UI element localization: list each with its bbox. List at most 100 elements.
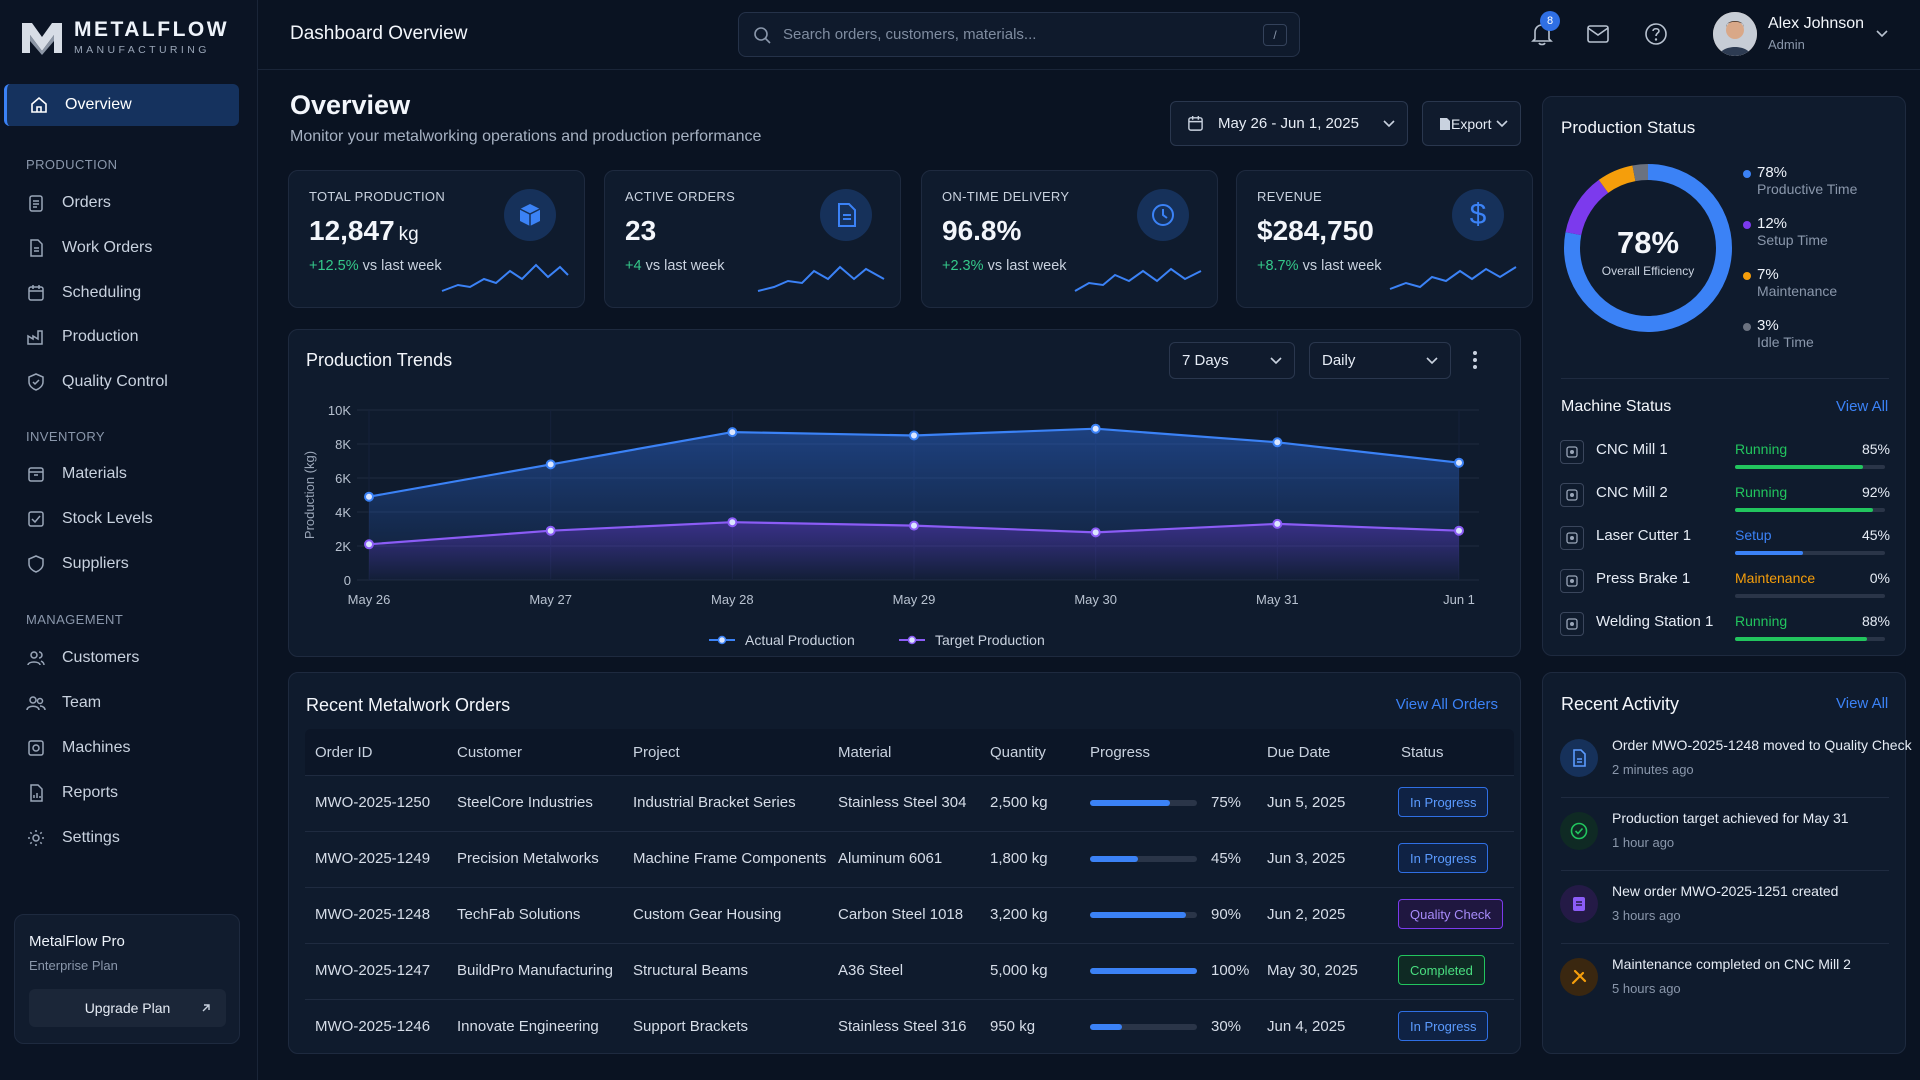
brand-logo[interactable]: METALFLOW MANUFACTURING [20, 18, 229, 56]
nav-section-production: PRODUCTION [26, 157, 118, 172]
help-icon[interactable] [1644, 22, 1668, 46]
kpi-card-revenue[interactable]: REVENUE $284,750 +8.7% vs last week $ [1236, 170, 1533, 308]
export-button[interactable]: Export [1422, 101, 1521, 146]
machine-row[interactable]: CNC Mill 1 Running 85% [1560, 432, 1890, 472]
kpi-change: +2.3% vs last week [942, 258, 1067, 274]
due-date: Jun 3, 2025 [1267, 850, 1346, 867]
users-icon [27, 651, 45, 666]
kpi-change-value: +8.7% [1257, 258, 1299, 274]
divider [1561, 378, 1889, 379]
col-progress: Progress [1090, 744, 1151, 761]
sidebar-item-overview[interactable]: Overview [4, 84, 239, 126]
sidebar-item-scheduling[interactable]: Scheduling [4, 272, 239, 314]
material-name: Stainless Steel 304 [838, 794, 967, 811]
sidebar-item-production[interactable]: Production [4, 316, 239, 358]
data-point[interactable] [1272, 518, 1283, 529]
table-row[interactable]: MWO-2025-1249 Precision Metalworks Machine… [305, 831, 1514, 887]
search-box[interactable]: Search orders, customers, materials... / [738, 12, 1300, 57]
utilization-fill [1735, 508, 1873, 512]
divider [1561, 870, 1889, 871]
table-row[interactable]: MWO-2025-1250 SteelCore Industries Industr… [305, 775, 1514, 831]
machine-row[interactable]: Welding Station 1 Running 88% [1560, 604, 1890, 644]
machine-row[interactable]: Press Brake 1 Maintenance 0% [1560, 561, 1890, 601]
cnc-mill-icon [1560, 440, 1584, 464]
table-row[interactable]: MWO-2025-1246 Innovate Engineering Support… [305, 999, 1514, 1055]
donut-slice[interactable] [1564, 164, 1732, 332]
data-point[interactable] [545, 525, 556, 536]
material-name: Aluminum 6061 [838, 850, 943, 867]
sidebar-item-reports[interactable]: Reports [4, 772, 239, 814]
data-point[interactable] [364, 539, 374, 550]
activity-item[interactable]: New order MWO-2025-1251 created 3 hours … [1560, 879, 1890, 949]
kpi-value: 96.8% [942, 215, 1022, 246]
data-point[interactable] [909, 430, 919, 441]
sidebar-item-quality-control[interactable]: Quality Control [4, 361, 239, 403]
sidebar-item-label: Settings [62, 829, 120, 846]
view-all-activity-link[interactable]: View All [1836, 695, 1889, 712]
sidebar-item-orders[interactable]: Orders [4, 182, 239, 224]
machine-row[interactable]: Laser Cutter 1 Setup 45% [1560, 518, 1890, 558]
sidebar-item-work-orders[interactable]: Work Orders [4, 227, 239, 269]
chevron-down-icon [1496, 119, 1508, 127]
mail-icon[interactable] [1586, 24, 1610, 44]
order-id: MWO-2025-1247 [315, 962, 431, 979]
activity-item[interactable]: Maintenance completed on CNC Mill 2 5 ho… [1560, 952, 1890, 1022]
machine-utilization: 0% [1869, 570, 1890, 586]
activity-item[interactable]: Order MWO-2025-1248 moved to Quality Che… [1560, 733, 1912, 803]
kpi-change-value: +12.5% [309, 258, 359, 274]
search-input[interactable]: Search orders, customers, materials... [783, 26, 1037, 43]
activity-time: 3 hours ago [1612, 908, 1681, 923]
legend-marker [907, 635, 917, 645]
file-icon [30, 239, 43, 257]
sidebar-item-suppliers[interactable]: Suppliers [4, 543, 239, 585]
date-range-picker[interactable]: May 26 - Jun 1, 2025 [1170, 101, 1408, 146]
data-point[interactable] [545, 459, 556, 470]
interval-select[interactable]: Daily [1309, 342, 1451, 379]
machine-row[interactable]: CNC Mill 2 Running 92% [1560, 475, 1890, 515]
utilization-bar [1735, 594, 1885, 598]
upgrade-plan-button[interactable]: Upgrade Plan [29, 989, 226, 1027]
progress-fill [1090, 800, 1171, 806]
sidebar-item-customers[interactable]: Customers [4, 637, 239, 679]
chevron-down-icon[interactable] [1876, 30, 1888, 38]
data-point[interactable] [727, 427, 738, 438]
kpi-card-active-orders[interactable]: ACTIVE ORDERS 23 +4 vs last week [604, 170, 901, 308]
status-badge: In Progress [1398, 1011, 1489, 1041]
sidebar-item-team[interactable]: Team [4, 682, 239, 724]
avatar[interactable] [1713, 12, 1757, 56]
export-label: Export [1451, 115, 1492, 132]
legend-pct: 3% [1757, 317, 1779, 334]
table-row[interactable]: MWO-2025-1247 BuildPro Manufacturing Struc… [305, 943, 1514, 999]
data-point[interactable] [1272, 437, 1283, 448]
status-badge: Completed [1398, 955, 1485, 985]
activity-item[interactable]: Production target achieved for May 31 1 … [1560, 806, 1890, 876]
data-point[interactable] [1090, 423, 1101, 434]
y-tick-label: 4K [335, 505, 351, 520]
data-point[interactable] [909, 520, 919, 531]
sidebar-item-settings[interactable]: Settings [4, 817, 239, 859]
table-row[interactable]: MWO-2025-1248 TechFab Solutions Custom Gea… [305, 887, 1514, 943]
customer-name: TechFab Solutions [457, 906, 581, 923]
check-circle-icon [1560, 812, 1598, 850]
kpi-card-total-production[interactable]: TOTAL PRODUCTION 12,847 kg +12.5% vs last… [288, 170, 585, 308]
kpi-value: 12,847 kg [309, 215, 419, 247]
kpi-card-on-time-delivery[interactable]: ON-TIME DELIVERY 96.8% +2.3% vs last wee… [921, 170, 1218, 308]
data-point[interactable] [1454, 457, 1464, 468]
sidebar-item-stock-levels[interactable]: Stock Levels [4, 498, 239, 540]
data-point[interactable] [1090, 527, 1101, 538]
legend-setup-time: 12% Setup Time [1743, 215, 1828, 248]
data-point[interactable] [364, 491, 374, 502]
legend-productive-time: 78% Productive Time [1743, 164, 1857, 197]
sidebar-item-machines[interactable]: Machines [4, 727, 239, 769]
data-point[interactable] [1454, 525, 1464, 536]
quantity: 2,500 kg [990, 794, 1048, 811]
sidebar-item-materials[interactable]: Materials [4, 453, 239, 495]
view-all-machines-link[interactable]: View All [1836, 398, 1889, 415]
arrow-up-right-icon [202, 1004, 210, 1012]
data-point[interactable] [727, 517, 738, 528]
progress-percent: 90% [1211, 906, 1242, 923]
more-options-icon[interactable] [1472, 350, 1478, 370]
range-select[interactable]: 7 Days [1169, 342, 1295, 379]
view-all-orders-link[interactable]: View All Orders [1395, 696, 1498, 713]
progress-fill [1090, 912, 1187, 918]
